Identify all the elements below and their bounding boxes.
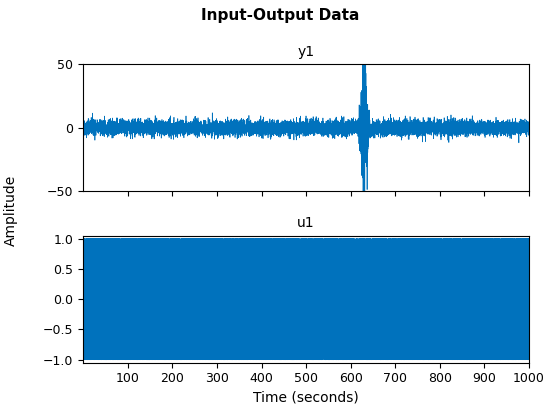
Text: Input-Output Data: Input-Output Data [201,8,359,24]
Text: Amplitude: Amplitude [4,174,18,246]
Title: y1: y1 [297,45,315,59]
Title: u1: u1 [297,216,315,231]
X-axis label: Time (seconds): Time (seconds) [253,391,359,405]
